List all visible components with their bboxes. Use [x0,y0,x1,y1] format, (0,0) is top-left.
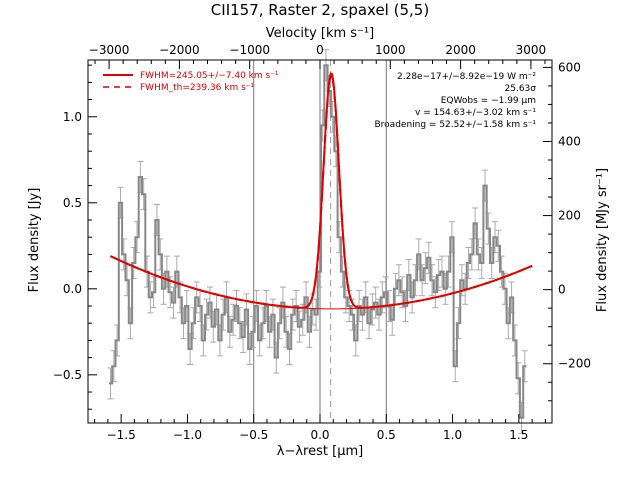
annotation-velocity: v = 154.63+/−3.02 km s⁻¹ [415,108,536,118]
velocity-tick-label: 2000 [445,43,476,57]
chart-title: CII157, Raster 2, spaxel (5,5) [211,1,429,19]
y2-tick-label: 600 [558,60,581,74]
x-tick-label: 0.5 [377,428,396,442]
legend-entry-fwhm-th: FWHM_th=239.36 km s⁻¹ [140,83,255,93]
y2-tick-label: 400 [558,134,581,148]
y2-tick-label: −200 [558,357,591,371]
y-tick-label: 0.5 [63,196,82,210]
velocity-tick-label: 0 [316,43,324,57]
x-tick-label: 1.5 [509,428,528,442]
legend: FWHM=245.05+/−7.40 km s⁻¹ FWHM_th=239.36… [103,71,279,93]
velocity-tick-label: −2000 [159,43,200,57]
y-tick-label: −0.5 [53,368,82,382]
spectrum-line [108,64,527,419]
y-tick-label: 0.0 [63,282,82,296]
x-tick-label: −1.0 [173,428,202,442]
y2-axis-label: Flux density [MJy sr⁻¹] [595,168,610,312]
annotation-flux: 2.28e−17+/−8.92e−19 W m⁻² [397,72,536,82]
annotation-eqw: EQWobs = −1.99 μm [441,96,536,106]
y-axis-label: Flux density [Jy] [27,188,42,293]
velocity-tick-label: −3000 [89,43,130,57]
legend-entry-fwhm: FWHM=245.05+/−7.40 km s⁻¹ [140,71,279,81]
x-tick-label: 0.0 [310,428,329,442]
x-tick-label: −1.5 [107,428,136,442]
velocity-tick-label: −1000 [229,43,270,57]
y-tick-label: 1.0 [63,110,82,124]
annotation-broadening: Broadening = 52.52+/−1.58 km s⁻¹ [375,120,537,130]
x2-axis-label: Velocity [km s⁻¹] [266,26,374,41]
fit-solid-curve [110,72,533,309]
fit-annotations: 2.28e−17+/−8.92e−19 W m⁻² 25.63σ EQWobs … [375,72,537,130]
y2-tick-label: 200 [558,209,581,223]
velocity-tick-label: 3000 [516,43,547,57]
y2-tick-label: 0 [558,283,566,297]
x-tick-label: −0.5 [239,428,268,442]
x-axis-label: λ−λrest [μm] [277,444,363,459]
annotation-significance: 25.63σ [505,84,537,94]
velocity-tick-label: 1000 [375,43,406,57]
x-tick-label: 1.0 [443,428,462,442]
